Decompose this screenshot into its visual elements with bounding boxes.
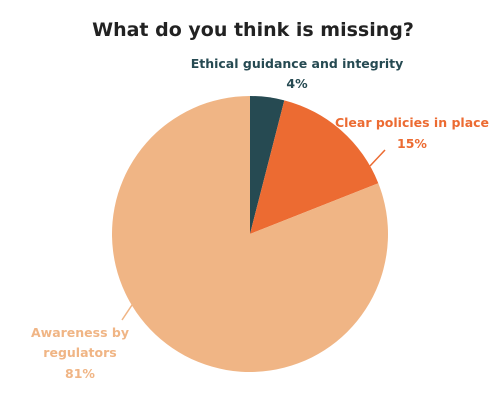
leader-line-awareness	[121, 301, 135, 321]
leader-line-ethical-guidance	[264, 105, 269, 119]
leader-lines	[121, 105, 386, 321]
slice-label-awareness-line2: regulators	[43, 345, 116, 360]
pie-slice-clear-policies	[250, 100, 379, 234]
slice-value-ethical-guidance: 4%	[286, 76, 308, 91]
pie-slice-ethical-guidance	[250, 96, 285, 234]
slice-label-clear-policies: Clear policies in place	[335, 115, 489, 130]
slice-label-ethical-guidance: Ethical guidance and integrity	[191, 56, 404, 71]
slice-label-awareness-line1: Awareness by	[31, 325, 129, 340]
slice-value-awareness: 81%	[65, 366, 95, 381]
leader-line-clear-policies	[369, 149, 386, 167]
chart-title: What do you think is missing?	[92, 19, 414, 41]
slice-value-clear-policies: 15%	[397, 136, 427, 151]
pie-slices	[112, 96, 389, 372]
pie-slice-awareness-by-regulators	[112, 96, 389, 372]
